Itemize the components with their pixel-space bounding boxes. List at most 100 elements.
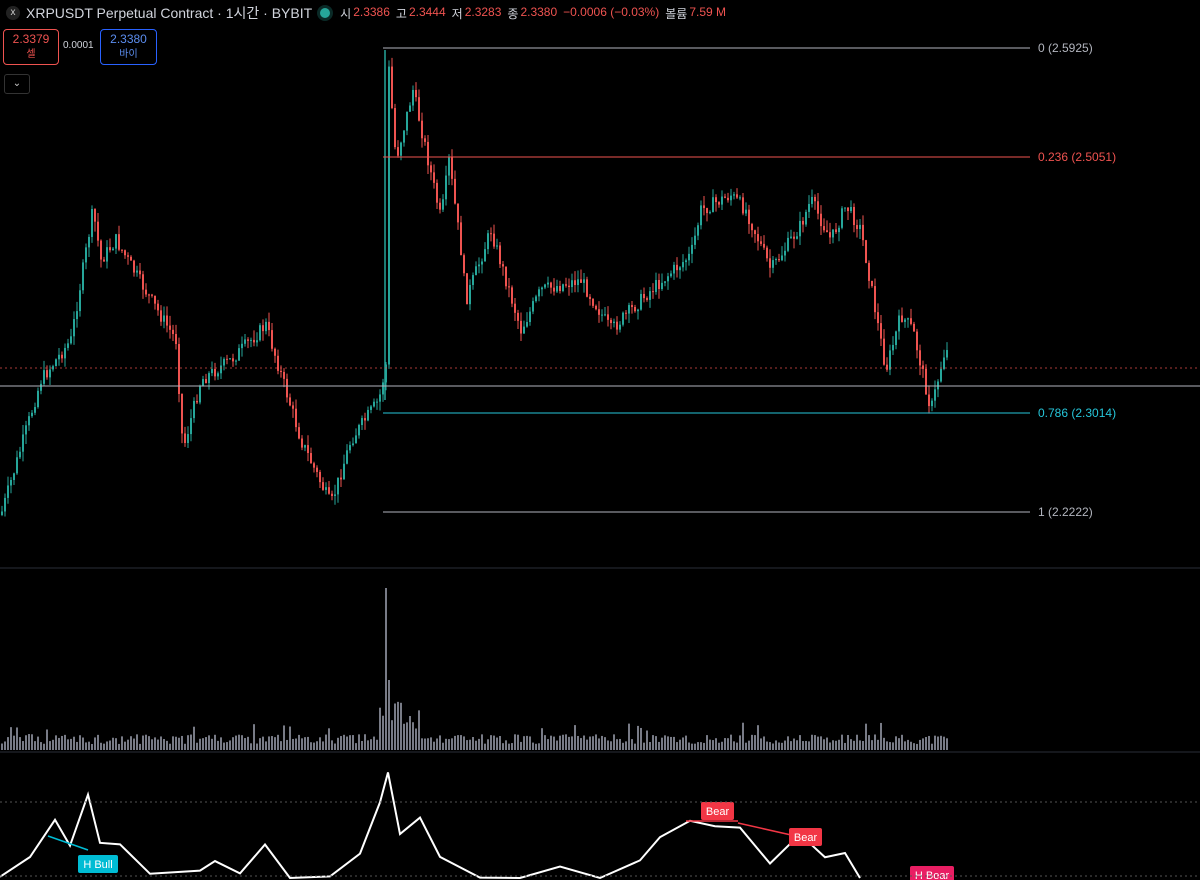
candle-body [703,205,705,209]
fib-level-label: 0.786 (2.3014) [1038,406,1116,420]
volume-bar [562,734,564,750]
candle-body [805,211,807,225]
symbol-title[interactable]: XRPUSDT Perpetual Contract · 1시간 · BYBIT [26,5,313,21]
candle-body [685,260,687,263]
volume-bar [715,738,717,750]
volume-bar [829,742,831,750]
volume-bar [10,727,12,750]
candle-body [397,147,399,156]
volume-bar [721,741,723,750]
candle-body [412,89,414,106]
volume-bar [883,737,885,750]
candle-body [220,365,222,374]
candle-body [286,378,288,398]
candle-body [700,205,702,226]
candle-body [847,207,849,212]
volume-bar [598,738,600,750]
candle-body [838,227,840,233]
volume-bar [34,741,36,750]
volume-bar [103,743,105,750]
volume-bar [451,738,453,750]
fib-level-label: 1 (2.2222) [1038,505,1093,519]
candle-body [736,194,738,198]
candle-body [136,270,138,273]
volume-bar [655,736,657,750]
candle-body [310,453,312,464]
candle-body [250,339,252,341]
candle-body [658,279,660,290]
volume-bar [58,737,60,750]
volume-bar [490,735,492,750]
volume-bar [130,736,132,750]
buy-button[interactable]: 2.3380 바이 [100,29,157,65]
volume-bar [871,740,873,750]
candle-body [586,279,588,297]
volume-bar [538,743,540,750]
volume-bar [877,739,879,750]
volume-bar [790,741,792,750]
candle-body [457,203,459,223]
divergence-tag [701,802,734,820]
candle-body [682,262,684,268]
candle-body [163,315,165,322]
candle-body [505,266,507,287]
candle-body [766,247,768,259]
volume-bar [925,736,927,750]
candle-body [343,463,345,480]
chart-header: x XRPUSDT Perpetual Contract · 1시간 · BYB… [0,0,1200,26]
volume-bar [532,742,534,750]
volume-bar [628,723,630,750]
candle-body [235,360,237,362]
candle-body [526,322,528,327]
candle-body [259,325,261,341]
volume-bar [607,740,609,750]
candle-body [379,394,381,402]
volume-bar [28,734,30,750]
candle-body [373,401,375,407]
candle-body [229,358,231,360]
volume-bar [658,741,660,750]
candle-body [142,274,144,290]
market-status-icon [320,8,331,18]
candle-body [364,418,366,421]
candle-body [73,319,75,337]
collapse-chevron-icon[interactable]: ⌄ [4,74,30,94]
volume-bar [199,738,201,750]
volume-bar [463,736,465,750]
volume-bar [331,740,333,750]
candle-body [34,407,36,413]
volume-bar [310,742,312,750]
volume-bar [322,741,324,750]
volume-bar [547,739,549,750]
sell-button[interactable]: 2.3379 셀 [3,29,59,65]
candle-body [256,340,258,343]
candle-body [406,111,408,131]
candle-body [655,279,657,292]
candle-body [49,369,51,378]
volume-bar [136,734,138,750]
volume-bar [862,740,864,750]
volume-bar [622,742,624,750]
candle-body [22,434,24,452]
candle-body [679,267,681,271]
volume-bar [184,743,186,750]
candle-body [634,306,636,312]
volume-bar [1,743,3,750]
candle-body [856,225,858,230]
bull-divergence-line [47,835,89,851]
volume-bar [265,741,267,750]
candle-body [97,221,99,241]
candle-body [196,400,198,403]
volume-bar [730,734,732,750]
volume-bar [559,735,561,750]
candle-body [409,105,411,112]
volume-bar [94,737,96,750]
volume-bar [313,742,315,750]
volume-bar [13,735,15,750]
candle-body [715,197,717,203]
volume-bar [637,725,639,750]
candle-body [448,156,450,176]
volume-bar [424,738,426,750]
candle-body [430,165,432,173]
